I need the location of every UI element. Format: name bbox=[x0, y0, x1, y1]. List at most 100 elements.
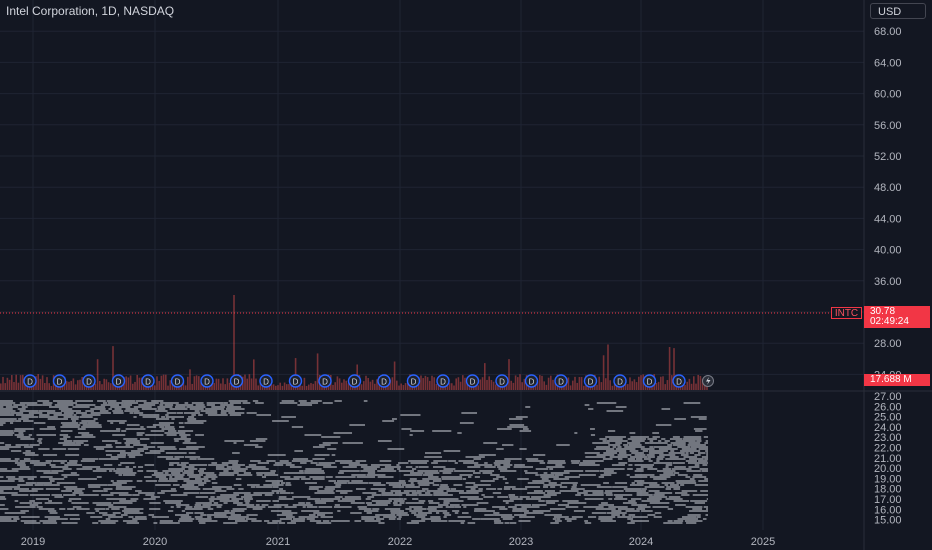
svg-text:D: D bbox=[234, 378, 240, 387]
volume-bar bbox=[233, 295, 235, 390]
last-price-tag: 30.78 02:49:24 bbox=[864, 306, 930, 328]
dividend-marker[interactable]: D bbox=[347, 374, 362, 388]
volume-bar bbox=[248, 374, 251, 390]
volume-bar bbox=[24, 381, 26, 390]
volume-bar bbox=[270, 384, 273, 390]
volume-bar bbox=[572, 380, 574, 390]
dividend-marker[interactable]: D bbox=[288, 374, 303, 388]
dividend-marker[interactable]: D bbox=[436, 374, 450, 388]
volume-bar bbox=[222, 378, 224, 390]
dividend-marker[interactable]: D bbox=[613, 374, 627, 388]
dividend-marker[interactable]: D bbox=[170, 374, 185, 388]
volume-bar bbox=[631, 381, 633, 390]
dividend-marker[interactable]: D bbox=[554, 374, 568, 388]
last-price-value: 30.78 bbox=[870, 306, 896, 317]
volume-bar bbox=[495, 384, 497, 390]
volume-bar bbox=[510, 380, 512, 390]
volume-bar bbox=[336, 376, 339, 390]
time-axis[interactable]: 2019 2020 2021 2022 2023 2024 2025 bbox=[21, 536, 775, 548]
volume-bar bbox=[39, 378, 42, 390]
volume-bar bbox=[182, 381, 185, 390]
dividend-marker[interactable]: D bbox=[377, 374, 391, 388]
volume-bar bbox=[92, 384, 94, 390]
dividend-marker[interactable]: D bbox=[141, 374, 155, 388]
currency-button[interactable]: USD bbox=[870, 3, 926, 19]
volume-bar bbox=[107, 382, 110, 390]
volume-bar bbox=[37, 374, 39, 390]
dividend-marker[interactable]: D bbox=[52, 374, 67, 388]
volume-bar bbox=[242, 376, 244, 390]
dividend-marker[interactable]: D bbox=[672, 374, 686, 388]
dividend-marker[interactable]: D bbox=[642, 374, 657, 388]
profile-tick-label: 22.00 bbox=[874, 443, 902, 455]
volume-bar bbox=[272, 384, 275, 390]
dividend-marker[interactable]: D bbox=[406, 374, 421, 388]
volume-bar bbox=[420, 375, 422, 390]
volume-bar bbox=[305, 385, 308, 390]
dividend-marker[interactable]: D bbox=[495, 374, 509, 388]
profile-tick-label: 27.00 bbox=[874, 391, 902, 403]
dividend-marker[interactable]: D bbox=[583, 374, 598, 388]
volume-bar bbox=[455, 378, 457, 390]
volume-bar bbox=[488, 376, 490, 390]
lightning-icon[interactable] bbox=[702, 375, 714, 387]
dividend-marker[interactable]: D bbox=[82, 374, 96, 388]
svg-text:D: D bbox=[588, 378, 594, 387]
volume-profile bbox=[0, 400, 708, 524]
dividend-marker[interactable]: D bbox=[200, 374, 214, 388]
profile-axis[interactable]: 27.0026.0025.0024.0023.0022.0021.0020.00… bbox=[874, 391, 902, 527]
volume-bar bbox=[523, 378, 526, 390]
volume-bar bbox=[70, 380, 72, 390]
volume-bar bbox=[246, 378, 248, 390]
volume-bar bbox=[72, 378, 75, 390]
volume-bar bbox=[545, 384, 548, 390]
dividend-marker[interactable]: D bbox=[229, 374, 244, 388]
volume-bar bbox=[569, 385, 572, 390]
volume-bar bbox=[316, 353, 319, 390]
volume-bar bbox=[160, 375, 163, 390]
svg-text:D: D bbox=[617, 378, 623, 387]
dividend-marker[interactable]: D bbox=[259, 374, 273, 388]
volume-bar bbox=[402, 385, 405, 390]
volume-bar bbox=[552, 379, 554, 390]
dividend-marker[interactable]: D bbox=[524, 374, 539, 388]
volume-bar bbox=[633, 379, 636, 390]
volume-bar bbox=[2, 376, 4, 390]
volume-bar bbox=[250, 378, 253, 390]
profile-tick-label: 17.00 bbox=[874, 494, 902, 506]
time-tick-label: 2022 bbox=[388, 536, 412, 548]
dividend-marker[interactable]: D bbox=[465, 374, 480, 388]
volume-bar bbox=[44, 383, 46, 390]
volume-bar bbox=[360, 384, 363, 390]
volume-bar bbox=[574, 376, 576, 390]
volume-bar bbox=[380, 385, 383, 390]
volume-bar bbox=[312, 383, 314, 390]
volume-bar bbox=[301, 385, 303, 390]
volume-bar bbox=[404, 383, 407, 390]
dividend-marker[interactable]: D bbox=[111, 374, 126, 388]
volume-bar bbox=[657, 381, 660, 390]
volume-bar bbox=[74, 384, 77, 390]
svg-text:D: D bbox=[263, 378, 269, 387]
volume-bar bbox=[165, 374, 167, 390]
dividend-marker[interactable]: D bbox=[318, 374, 332, 388]
volume-bar bbox=[400, 383, 402, 390]
profile-tick-label: 23.00 bbox=[874, 432, 902, 444]
volume-bar bbox=[286, 384, 288, 390]
volume-bar bbox=[162, 374, 165, 390]
volume-bar bbox=[655, 382, 658, 390]
volume-bar bbox=[598, 376, 600, 390]
volume-bar bbox=[79, 379, 81, 390]
dividend-marker[interactable]: D bbox=[23, 374, 37, 388]
svg-text:D: D bbox=[352, 378, 358, 387]
volume-bar bbox=[596, 384, 598, 390]
volume-bar bbox=[255, 378, 257, 390]
volume-bar bbox=[490, 380, 493, 390]
volume-bar bbox=[429, 380, 431, 390]
chart-title: Intel Corporation, 1D, NASDAQ bbox=[6, 4, 175, 18]
volume-bar bbox=[19, 375, 22, 390]
svg-text:D: D bbox=[440, 378, 446, 387]
volume-bar bbox=[22, 374, 24, 390]
